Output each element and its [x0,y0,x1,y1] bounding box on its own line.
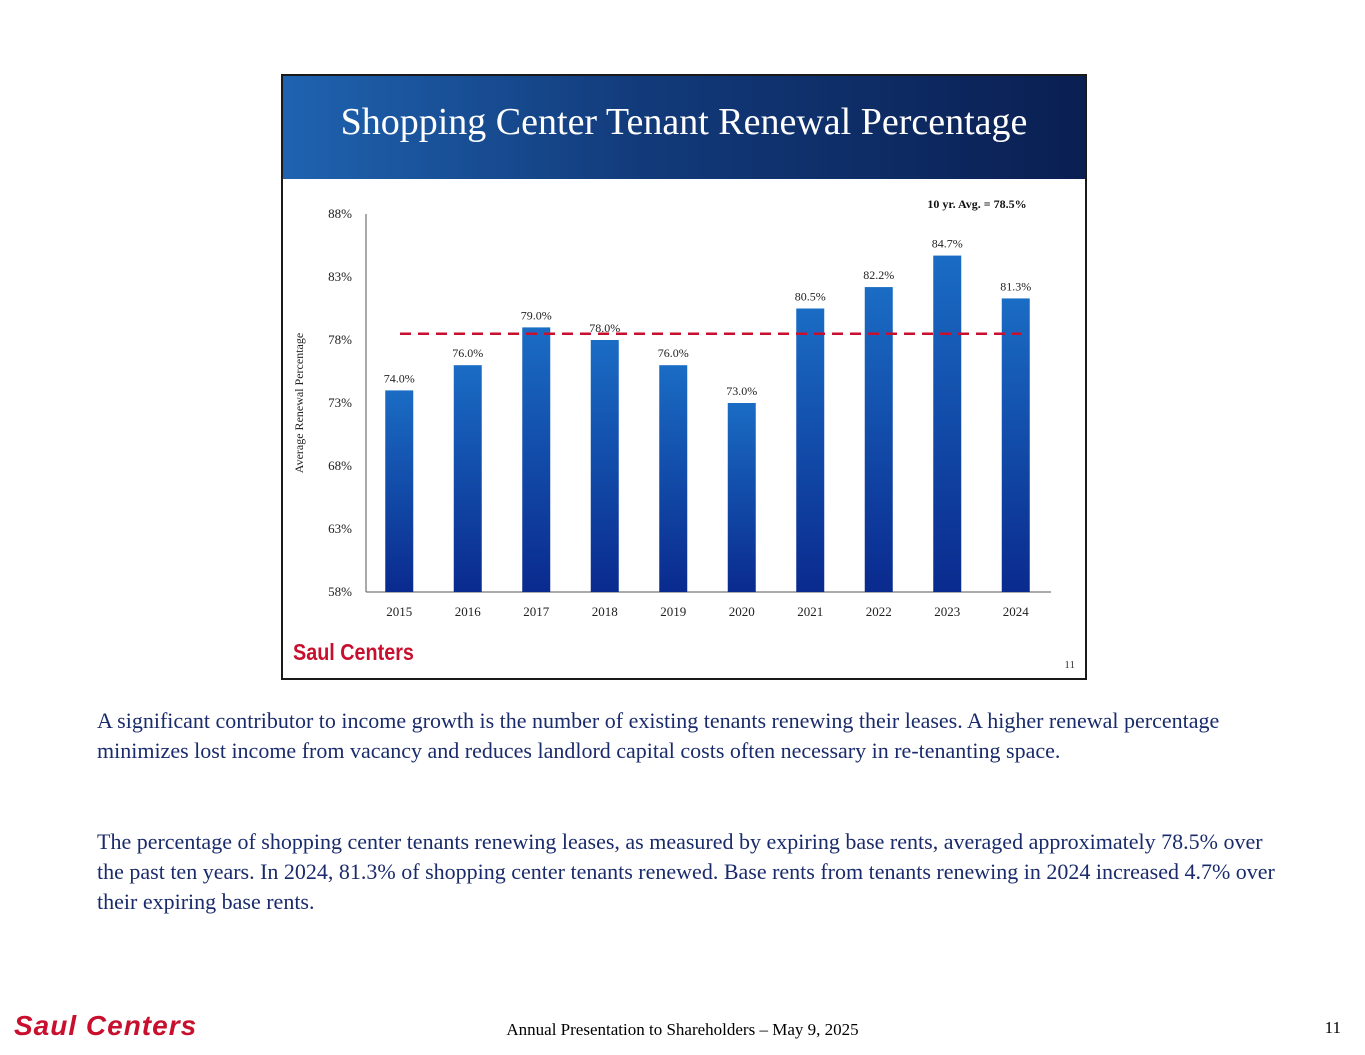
x-tick-label: 2017 [523,604,550,619]
footer-presentation-title: Annual Presentation to Shareholders – Ma… [506,1020,859,1039]
bar [522,327,551,592]
bar [1001,298,1030,592]
bar-data-label: 81.3% [1000,279,1031,293]
x-tick-label: 2022 [866,604,892,619]
y-tick-label: 58% [328,584,352,599]
bar-data-label: 74.0% [384,371,415,385]
bar [864,287,893,592]
slide-header: Shopping Center Tenant Renewal Percentag… [283,76,1085,179]
y-tick-label: 68% [328,458,352,473]
footer-page-number: 11 [1324,1018,1341,1037]
renewal-bar-chart: 58% 63% 68% 73% 78% 83% 88% Average Renewal Per… [292,197,1051,619]
y-tick-label: 63% [328,521,352,536]
bar [385,390,414,592]
bar [727,403,756,592]
paragraph-renewal-importance: A significant contributor to income grow… [97,708,1220,763]
bar [590,340,619,592]
y-axis-label: Average Renewal Percentage [292,333,306,473]
y-tick-label: 73% [328,395,352,410]
bar-data-label: 84.7% [932,237,963,251]
bar [796,308,825,592]
bar [933,255,962,592]
x-tick-label: 2015 [386,604,412,619]
slide-page-number: 11 [1064,659,1075,671]
bar-data-label: 80.5% [795,290,826,304]
bar-data-label: 76.0% [452,346,483,360]
x-tick-label: 2021 [797,604,823,619]
bar [453,365,482,592]
x-tick-label: 2020 [729,604,755,619]
x-tick-label: 2018 [592,604,618,619]
bar-data-label: 76.0% [658,346,689,360]
slide-title: Shopping Center Tenant Renewal Percentag… [340,101,1028,143]
bar-data-label: 73.0% [726,384,757,398]
y-tick-label: 78% [328,332,352,347]
bar-data-label: 78.0% [589,321,620,335]
y-tick-label: 88% [328,206,352,221]
slide-logo: Saul Centers [293,639,414,665]
x-tick-label: 2019 [660,604,686,619]
x-tick-label: 2023 [934,604,960,619]
paragraph-renewal-summary: The percentage of shopping center tenant… [97,829,1275,914]
footer-logo: Saul Centers [14,1010,198,1041]
y-tick-label: 83% [328,269,352,284]
x-tick-label: 2024 [1003,604,1030,619]
average-label: 10 yr. Avg. = 78.5% [927,197,1026,211]
bar-data-label: 82.2% [863,268,894,282]
x-tick-label: 2016 [455,604,482,619]
bar-data-label: 79.0% [521,308,552,322]
bar [659,365,688,592]
chart-slide: Shopping Center Tenant Renewal Percentag… [281,74,1087,680]
